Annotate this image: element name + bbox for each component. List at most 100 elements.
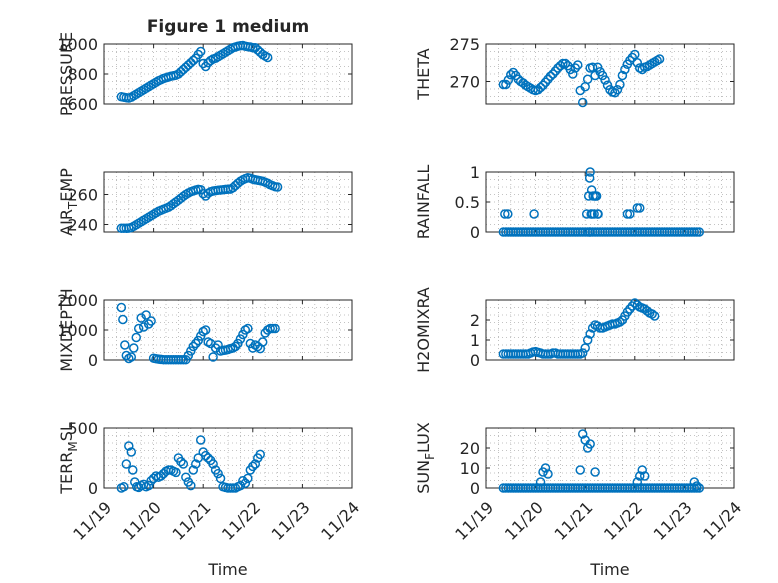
y-tick-label: 1 xyxy=(470,331,480,350)
data-point xyxy=(694,227,705,237)
data-point xyxy=(543,74,553,84)
data-point xyxy=(126,447,137,457)
data-point xyxy=(615,317,625,327)
data-point xyxy=(129,343,139,353)
data-point xyxy=(654,54,665,64)
data-point xyxy=(615,79,625,90)
y-tick-label: 1 xyxy=(470,163,480,182)
data-point xyxy=(200,450,211,461)
y-tick-label: 0 xyxy=(470,223,480,242)
data-point xyxy=(620,64,630,75)
data-point xyxy=(186,480,196,491)
chart-title: Figure 1 medium xyxy=(147,17,309,37)
data-point xyxy=(120,340,130,350)
data-point xyxy=(118,314,128,325)
data-point xyxy=(188,55,199,66)
y-tick-label: 0 xyxy=(470,351,480,370)
data-point xyxy=(632,58,643,68)
data-point xyxy=(612,85,623,95)
data-point xyxy=(195,46,206,57)
data-point xyxy=(582,74,593,84)
data-point xyxy=(632,477,643,487)
data-point xyxy=(577,97,588,108)
data-series xyxy=(498,167,705,237)
data-point xyxy=(138,479,149,490)
data-point xyxy=(195,435,206,445)
data-point xyxy=(535,477,546,487)
data-point xyxy=(262,52,273,63)
data-point xyxy=(625,209,635,219)
data-point xyxy=(138,322,149,332)
data-point xyxy=(590,191,600,201)
data-point xyxy=(119,482,129,492)
data-point xyxy=(577,348,588,358)
y-tick-label: 2000 xyxy=(57,291,98,310)
data-point xyxy=(582,335,593,345)
data-point xyxy=(121,350,132,361)
data-point xyxy=(116,302,127,313)
data-point xyxy=(585,329,595,339)
y-tick-label: 275 xyxy=(449,35,480,54)
data-series xyxy=(116,172,283,233)
data-point xyxy=(146,316,156,326)
y-tick-label: 500 xyxy=(67,419,98,438)
data-point xyxy=(133,323,144,334)
data-point xyxy=(141,310,151,320)
y-tick-label: 0 xyxy=(88,351,98,370)
data-point xyxy=(240,478,251,488)
data-point xyxy=(243,323,253,334)
data-point xyxy=(171,467,181,478)
data-point xyxy=(191,459,201,469)
y-axis-label: TERRMSL xyxy=(57,422,80,495)
data-point xyxy=(587,62,598,72)
data-point xyxy=(213,340,223,350)
data-point xyxy=(647,309,657,319)
data-point xyxy=(622,307,633,317)
data-point xyxy=(213,468,223,479)
subplot-rainfall: 0 0.5 1 RAINFALL xyxy=(414,163,735,242)
data-point xyxy=(637,465,647,475)
data-point xyxy=(193,49,203,60)
data-point xyxy=(600,75,610,85)
data-point xyxy=(208,459,218,469)
data-series xyxy=(116,435,265,493)
data-point xyxy=(500,209,510,219)
y-axis-label: H2OMIXRA xyxy=(414,287,433,373)
data-point xyxy=(585,167,595,177)
data-point xyxy=(642,306,652,316)
data-point xyxy=(538,80,548,90)
axes-frame xyxy=(485,299,735,361)
data-point xyxy=(146,476,156,486)
data-point xyxy=(548,69,558,79)
data-point xyxy=(560,58,571,69)
data-point xyxy=(257,337,268,347)
subplot-theta: 270 275 THETA xyxy=(414,35,735,108)
y-axis-label: MIXDEPTH xyxy=(57,288,76,371)
data-point xyxy=(272,182,283,192)
y-tick-label: 270 xyxy=(449,73,480,92)
data-point xyxy=(543,469,553,479)
y-tick-label: 0 xyxy=(88,479,98,498)
data-series xyxy=(116,40,273,103)
data-point xyxy=(573,60,583,70)
data-point xyxy=(503,209,513,219)
y-tick-label: 600 xyxy=(67,95,98,114)
data-point xyxy=(178,459,189,469)
data-point xyxy=(535,82,546,93)
data-point xyxy=(587,209,597,219)
data-point xyxy=(584,227,595,237)
data-point xyxy=(529,209,539,219)
data-series xyxy=(116,302,280,365)
data-point xyxy=(238,476,248,486)
data-point xyxy=(632,300,643,310)
axes-frame xyxy=(485,43,735,105)
data-point xyxy=(577,429,588,439)
data-point xyxy=(188,465,199,475)
axes-frame xyxy=(103,427,353,489)
data-point xyxy=(584,173,595,183)
data-point xyxy=(243,473,253,484)
axes-frame xyxy=(485,427,735,489)
data-point xyxy=(508,67,519,78)
